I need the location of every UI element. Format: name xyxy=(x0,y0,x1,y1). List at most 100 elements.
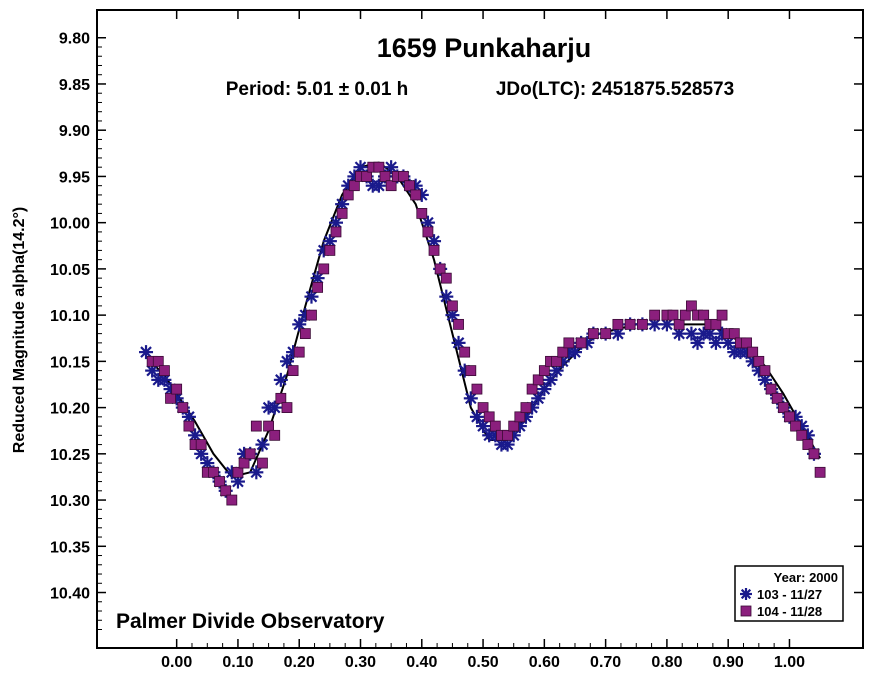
x-tick-label: 0.10 xyxy=(222,654,253,671)
data-point-asterisk xyxy=(702,326,717,341)
data-point-square xyxy=(453,318,464,330)
data-point-square xyxy=(538,365,550,377)
y-tick-label: 9.90 xyxy=(59,123,90,140)
data-point-asterisk xyxy=(439,289,454,304)
x-tick-label: 0.00 xyxy=(161,654,192,671)
data-point-square xyxy=(152,355,164,367)
data-point-asterisk xyxy=(384,160,399,175)
data-point-square xyxy=(428,245,440,256)
y-tick-label: 9.95 xyxy=(59,169,90,186)
data-point-square xyxy=(226,494,238,506)
data-point-square xyxy=(348,180,360,192)
data-point-square xyxy=(471,383,483,395)
data-point-square xyxy=(416,208,428,219)
data-point-asterisk xyxy=(139,345,154,360)
data-point-square xyxy=(330,226,342,238)
data-point-square xyxy=(698,309,710,321)
data-point-square xyxy=(667,309,679,321)
data-point-square xyxy=(489,420,501,432)
data-point-square xyxy=(447,300,458,312)
data-point-asterisk xyxy=(549,363,564,378)
data-point-square xyxy=(208,466,219,478)
data-point-square xyxy=(563,337,575,349)
data-point-square xyxy=(293,346,305,358)
data-point-asterisk xyxy=(537,382,552,397)
legend-marker-asterisk xyxy=(740,588,752,600)
data-point-asterisk xyxy=(500,437,515,452)
data-point-asterisk xyxy=(476,419,491,434)
data-point-asterisk xyxy=(469,409,484,424)
data-point-square xyxy=(728,328,740,340)
data-point-square xyxy=(379,171,391,182)
period-text: Period: 5.01 ± 0.01 h xyxy=(226,79,409,100)
data-point-square xyxy=(299,328,311,340)
data-point-square xyxy=(686,300,697,312)
data-point-square xyxy=(753,355,765,367)
series-104-points xyxy=(146,161,826,506)
data-point-square xyxy=(373,161,385,173)
y-tick-label: 9.80 xyxy=(59,31,90,48)
data-point-square xyxy=(214,476,225,487)
data-point-square xyxy=(165,392,176,404)
data-point-square xyxy=(465,365,477,377)
data-point-asterisk xyxy=(255,437,270,452)
data-point-square xyxy=(281,402,293,413)
data-point-asterisk xyxy=(543,372,558,387)
data-point-square xyxy=(741,337,752,349)
legend: Year: 2000 103 - 11/27 104 - 11/28 xyxy=(734,565,844,622)
y-tick-label: 10.35 xyxy=(50,539,90,556)
data-point-square xyxy=(532,374,544,386)
data-point-square xyxy=(790,420,801,432)
data-point-square xyxy=(250,420,262,432)
y-tick-label: 10.05 xyxy=(50,262,90,279)
data-point-asterisk xyxy=(740,588,752,600)
data-point-asterisk xyxy=(267,400,282,415)
data-point-asterisk xyxy=(371,178,386,193)
data-point-square xyxy=(385,180,397,192)
data-point-square xyxy=(673,318,685,330)
data-point-square xyxy=(710,318,722,330)
data-point-square xyxy=(312,281,324,293)
data-point-asterisk xyxy=(304,289,319,304)
data-point-square xyxy=(747,346,759,358)
data-point-asterisk xyxy=(690,335,705,350)
legend-label-0: 103 - 11/27 xyxy=(757,587,822,602)
data-point-square xyxy=(244,448,256,460)
data-point-square xyxy=(306,309,317,321)
data-point-asterisk xyxy=(230,474,245,489)
data-point-asterisk xyxy=(292,317,307,332)
observatory-annotation: Palmer Divide Observatory xyxy=(116,610,385,633)
data-point-square xyxy=(649,309,661,321)
x-tick-label: 0.80 xyxy=(651,654,682,671)
data-point-square xyxy=(796,429,808,441)
data-point-asterisk xyxy=(567,345,582,360)
data-point-square xyxy=(716,309,728,321)
data-point-square xyxy=(502,429,513,441)
y-tick-label: 9.85 xyxy=(59,77,90,94)
data-point-square xyxy=(232,466,244,478)
data-point-square xyxy=(397,171,409,182)
data-point-square xyxy=(740,605,752,617)
data-point-square xyxy=(459,346,471,358)
data-point-square xyxy=(624,318,636,330)
x-axis-ticks: 0.00 0.10 0.20 0.30 0.40 0.50 0.60 0.70 0.80 0.90… xyxy=(161,10,805,671)
x-tick-label: 0.40 xyxy=(406,654,437,671)
y-tick-label: 10.10 xyxy=(50,308,90,325)
x-tick-label: 0.90 xyxy=(713,654,744,671)
data-point-square xyxy=(361,171,373,182)
data-point-square xyxy=(508,420,520,432)
data-point-square xyxy=(257,457,268,469)
data-point-square xyxy=(410,189,422,201)
legend-box xyxy=(734,565,844,622)
y-tick-label: 10.25 xyxy=(50,447,90,464)
data-point-square xyxy=(287,365,299,377)
data-point-square xyxy=(814,466,826,478)
data-point-square xyxy=(777,402,789,413)
data-point-square xyxy=(612,318,624,330)
data-point-square xyxy=(404,180,415,192)
data-point-square xyxy=(171,383,183,395)
y-tick-label: 10.40 xyxy=(50,586,90,603)
data-point-asterisk xyxy=(647,317,662,332)
y-axis-label: Reduced Magnitude alpha(14.2°) xyxy=(11,207,28,453)
data-point-square xyxy=(765,383,777,395)
